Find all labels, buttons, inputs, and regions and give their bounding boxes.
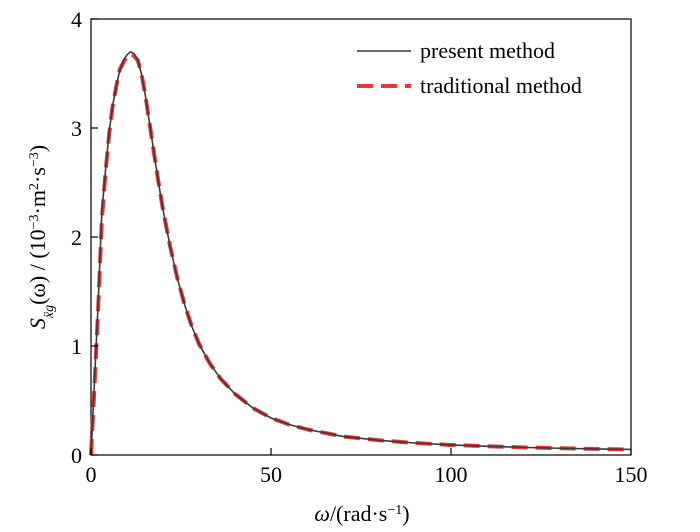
legend: present method traditional method	[357, 38, 582, 98]
y-axis-label: Sẍg(ω) / (10−3·m2·s−3)	[25, 145, 57, 329]
y-tick-label: 1	[71, 334, 82, 359]
legend-label-traditional-method: traditional method	[420, 73, 582, 98]
series-line-present-method	[90, 50, 632, 456]
x-tick-label: 100	[435, 462, 468, 487]
x-tick-label: 150	[615, 462, 648, 487]
tick-layer: 0 50 100 150 0 1 2 3 4	[71, 7, 648, 487]
x-axis-label: ω/(rad·s−1)	[314, 501, 409, 526]
y-tick-label: 0	[71, 443, 82, 468]
x-tick-label: 50	[260, 462, 282, 487]
y-tick-label: 4	[71, 7, 82, 32]
legend-label-present-method: present method	[420, 38, 555, 63]
series-layer	[89, 50, 632, 456]
y-tick-label: 3	[71, 116, 82, 141]
x-tick-label: 0	[86, 462, 97, 487]
y-tick-label: 2	[71, 225, 82, 250]
